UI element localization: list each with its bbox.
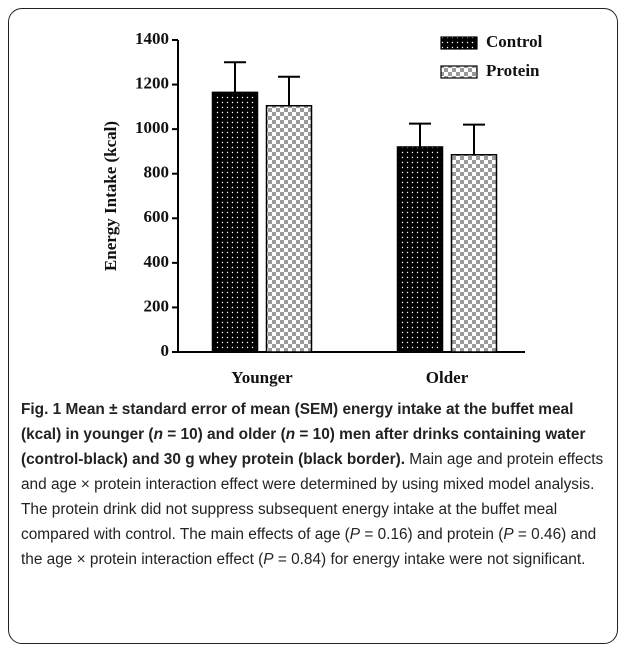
legend-swatch: [440, 36, 478, 50]
caption-run: n: [153, 426, 163, 443]
caption-run: P: [349, 526, 361, 543]
caption-run: = 10) men after drinks containing water …: [21, 426, 586, 468]
bar: [211, 91, 259, 353]
legend-swatch: [440, 65, 478, 79]
legend-label: Control: [486, 32, 543, 51]
caption-run: Fig. 1 Mean ± standard error of mean (SE…: [21, 401, 574, 443]
bar: [450, 154, 498, 353]
y-tick-label: 0: [161, 341, 170, 360]
y-tick-label: 1400: [135, 29, 169, 48]
caption-run: = 0.16) and protein (: [360, 526, 504, 543]
y-tick-label: 400: [144, 252, 170, 271]
caption-run: = 0.46) and the age × protein interactio…: [21, 526, 597, 568]
caption-run: P: [503, 526, 514, 543]
x-tick-label: Younger: [231, 368, 293, 387]
y-tick-label: 1000: [135, 118, 169, 137]
bar: [396, 146, 444, 353]
chart: Energy Intake (kcal) 0 200 400 600 800 1000 12…: [101, 29, 543, 387]
y-tick-label: 600: [144, 207, 170, 226]
x-tick-label: Older: [426, 368, 469, 387]
y-tick-label: 200: [144, 296, 170, 315]
bar: [265, 104, 313, 353]
caption: Fig. 1 Mean ± standard error of mean (SE…: [21, 397, 611, 572]
legend-label: Protein: [486, 61, 540, 80]
caption-run: n: [285, 426, 296, 443]
figure-frame: [8, 8, 618, 644]
caption-run: P: [263, 551, 274, 568]
caption-run: = 0.84) for energy intake were not signi…: [273, 551, 586, 568]
y-tick-label: 1200: [135, 73, 169, 92]
y-tick-label: 800: [144, 163, 170, 182]
caption-run: = 10) and older (: [162, 426, 286, 443]
y-axis-title: Energy Intake (kcal): [101, 121, 120, 271]
caption-run: Main age and protein effects and age × p…: [21, 451, 604, 543]
